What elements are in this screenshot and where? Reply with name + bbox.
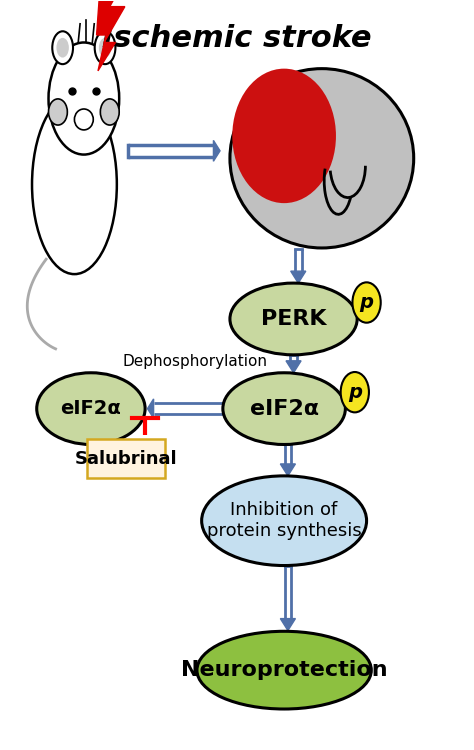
Text: eIF2α: eIF2α (250, 399, 319, 418)
Ellipse shape (230, 69, 414, 248)
Ellipse shape (99, 38, 111, 58)
Ellipse shape (232, 69, 336, 203)
Polygon shape (280, 619, 295, 631)
Ellipse shape (74, 109, 93, 130)
Ellipse shape (36, 373, 145, 445)
Ellipse shape (100, 99, 119, 125)
Ellipse shape (353, 282, 381, 322)
Text: Ischemic stroke: Ischemic stroke (102, 24, 372, 52)
Text: Dephosphorylation: Dephosphorylation (122, 354, 267, 369)
Polygon shape (213, 140, 220, 161)
Ellipse shape (32, 94, 117, 274)
Polygon shape (280, 464, 295, 476)
Polygon shape (147, 399, 154, 418)
Ellipse shape (201, 476, 366, 566)
Polygon shape (286, 361, 301, 373)
Polygon shape (97, 0, 125, 71)
Ellipse shape (230, 283, 357, 355)
Ellipse shape (197, 632, 371, 709)
FancyBboxPatch shape (87, 440, 165, 478)
Ellipse shape (48, 43, 119, 154)
Ellipse shape (341, 372, 369, 413)
Ellipse shape (95, 32, 116, 64)
Ellipse shape (56, 38, 69, 58)
Text: p: p (360, 293, 374, 312)
Polygon shape (291, 272, 306, 283)
Text: PERK: PERK (261, 309, 326, 329)
Ellipse shape (48, 99, 67, 125)
Text: Salubrinal: Salubrinal (75, 450, 178, 468)
Text: Neuroprotection: Neuroprotection (181, 660, 387, 680)
Text: Inhibition of
protein synthesis: Inhibition of protein synthesis (207, 501, 362, 540)
Ellipse shape (52, 32, 73, 64)
Ellipse shape (223, 373, 346, 445)
Text: eIF2α: eIF2α (61, 399, 121, 418)
Text: p: p (348, 382, 362, 402)
